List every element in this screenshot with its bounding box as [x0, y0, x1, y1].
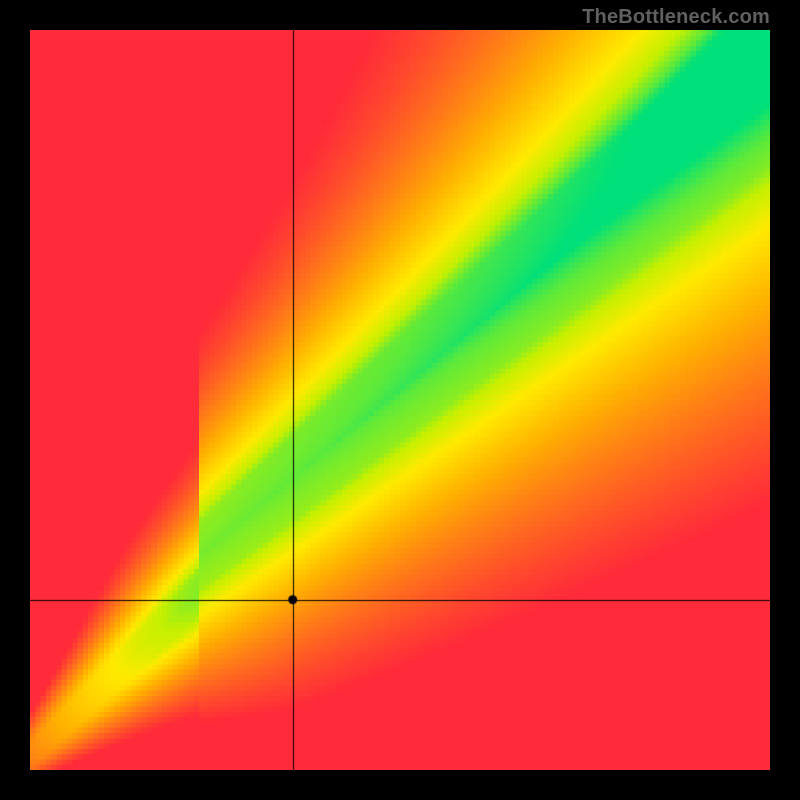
- chart-container: TheBottleneck.com: [0, 0, 800, 800]
- plot-area: [30, 30, 770, 770]
- crosshair-overlay: [30, 30, 770, 770]
- watermark-text: TheBottleneck.com: [582, 6, 770, 29]
